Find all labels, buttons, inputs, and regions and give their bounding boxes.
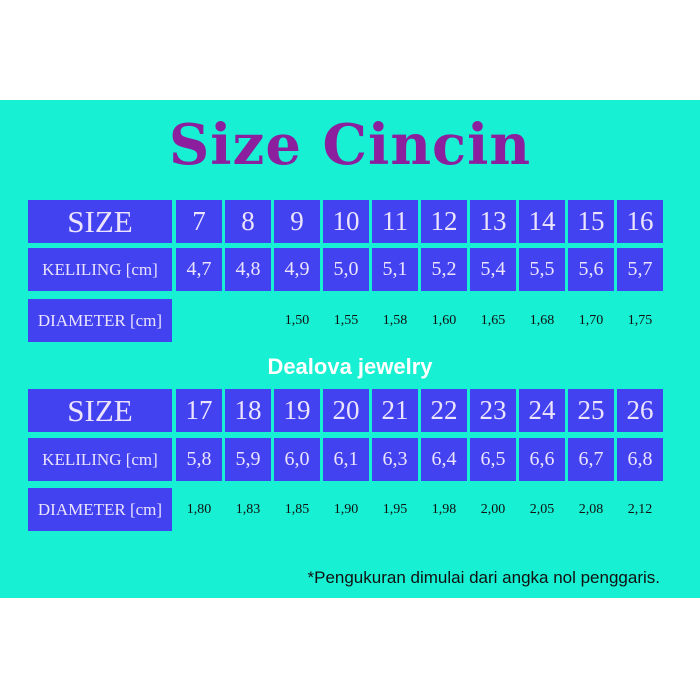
keliling-value-cell: 5,1	[372, 248, 418, 291]
size-value-cell: 14	[519, 200, 565, 243]
keliling-value-cell: 4,8	[225, 248, 271, 291]
keliling-value-cell: 5,2	[421, 248, 467, 291]
size-value-cell: 20	[323, 389, 369, 432]
size-value-cell: 15	[568, 200, 614, 243]
brand-name: Dealova jewelry	[267, 354, 433, 379]
diameter-value-cell: 2,08	[578, 501, 604, 517]
keliling-row-label: KELILING [cm]	[28, 248, 172, 291]
diameter-value-cell	[225, 299, 271, 342]
size-value-cell: 22	[421, 389, 467, 432]
diameter-row-label: DIAMETER [cm]	[28, 299, 172, 342]
diameter-value-cell: 1,80	[186, 501, 212, 517]
diameter-value-cell: 1,68	[529, 312, 555, 328]
size-row-label: SIZE	[28, 200, 172, 243]
size-value-cell: 10	[323, 200, 369, 243]
diameter-value-cell: 1,95	[382, 501, 408, 517]
diameter-value-cell: 1,98	[431, 501, 457, 517]
keliling-value-cell: 5,4	[470, 248, 516, 291]
size-value-cell: 17	[176, 389, 222, 432]
diameter-value-cell: 1,58	[382, 312, 408, 328]
size-value-cell: 23	[470, 389, 516, 432]
size-value-cell: 16	[617, 200, 663, 243]
diameter-value-cell: 2,05	[529, 501, 555, 517]
keliling-value-cell: 5,5	[519, 248, 565, 291]
diameter-value-cell	[176, 299, 222, 342]
keliling-value-cell: 6,0	[274, 438, 320, 481]
diameter-value-cell: 1,75	[627, 312, 653, 328]
size-value-cell: 26	[617, 389, 663, 432]
size-value-cell: 19	[274, 389, 320, 432]
size-row-label: SIZE	[28, 389, 172, 432]
keliling-value-cell: 6,1	[323, 438, 369, 481]
size-value-cell: 7	[176, 200, 222, 243]
keliling-value-cell: 6,3	[372, 438, 418, 481]
size-value-cell: 25	[568, 389, 614, 432]
diameter-value-cell: 1,90	[333, 501, 359, 517]
keliling-value-cell: 6,7	[568, 438, 614, 481]
diameter-value-cell: 1,70	[578, 312, 604, 328]
size-value-cell: 9	[274, 200, 320, 243]
footnote: *Pengukuran dimulai dari angka nol pengg…	[307, 568, 660, 587]
diameter-value-cell: 1,60	[431, 312, 457, 328]
size-value-cell: 21	[372, 389, 418, 432]
diameter-value-cell: 1,50	[284, 312, 310, 328]
diameter-value-cell: 1,65	[480, 312, 506, 328]
size-value-cell: 12	[421, 200, 467, 243]
size-value-cell: 24	[519, 389, 565, 432]
page-title: Size Cincin	[168, 112, 532, 178]
size-value-cell: 18	[225, 389, 271, 432]
diameter-row-label: DIAMETER [cm]	[28, 488, 172, 531]
keliling-value-cell: 5,9	[225, 438, 271, 481]
diameter-value-cell: 1,85	[284, 501, 310, 517]
diameter-value-cell: 2,00	[480, 501, 506, 517]
diameter-value-cell: 1,55	[333, 312, 359, 328]
size-value-cell: 13	[470, 200, 516, 243]
keliling-value-cell: 5,8	[176, 438, 222, 481]
keliling-value-cell: 6,5	[470, 438, 516, 481]
keliling-row-label: KELILING [cm]	[28, 438, 172, 481]
keliling-value-cell: 6,6	[519, 438, 565, 481]
keliling-value-cell: 6,4	[421, 438, 467, 481]
diameter-value-cell: 2,12	[627, 501, 653, 517]
size-value-cell: 11	[372, 200, 418, 243]
size-value-cell: 8	[225, 200, 271, 243]
keliling-value-cell: 5,7	[617, 248, 663, 291]
keliling-value-cell: 5,6	[568, 248, 614, 291]
keliling-value-cell: 6,8	[617, 438, 663, 481]
keliling-value-cell: 4,9	[274, 248, 320, 291]
diameter-value-cell: 1,83	[235, 501, 261, 517]
keliling-value-cell: 4,7	[176, 248, 222, 291]
keliling-value-cell: 5,0	[323, 248, 369, 291]
